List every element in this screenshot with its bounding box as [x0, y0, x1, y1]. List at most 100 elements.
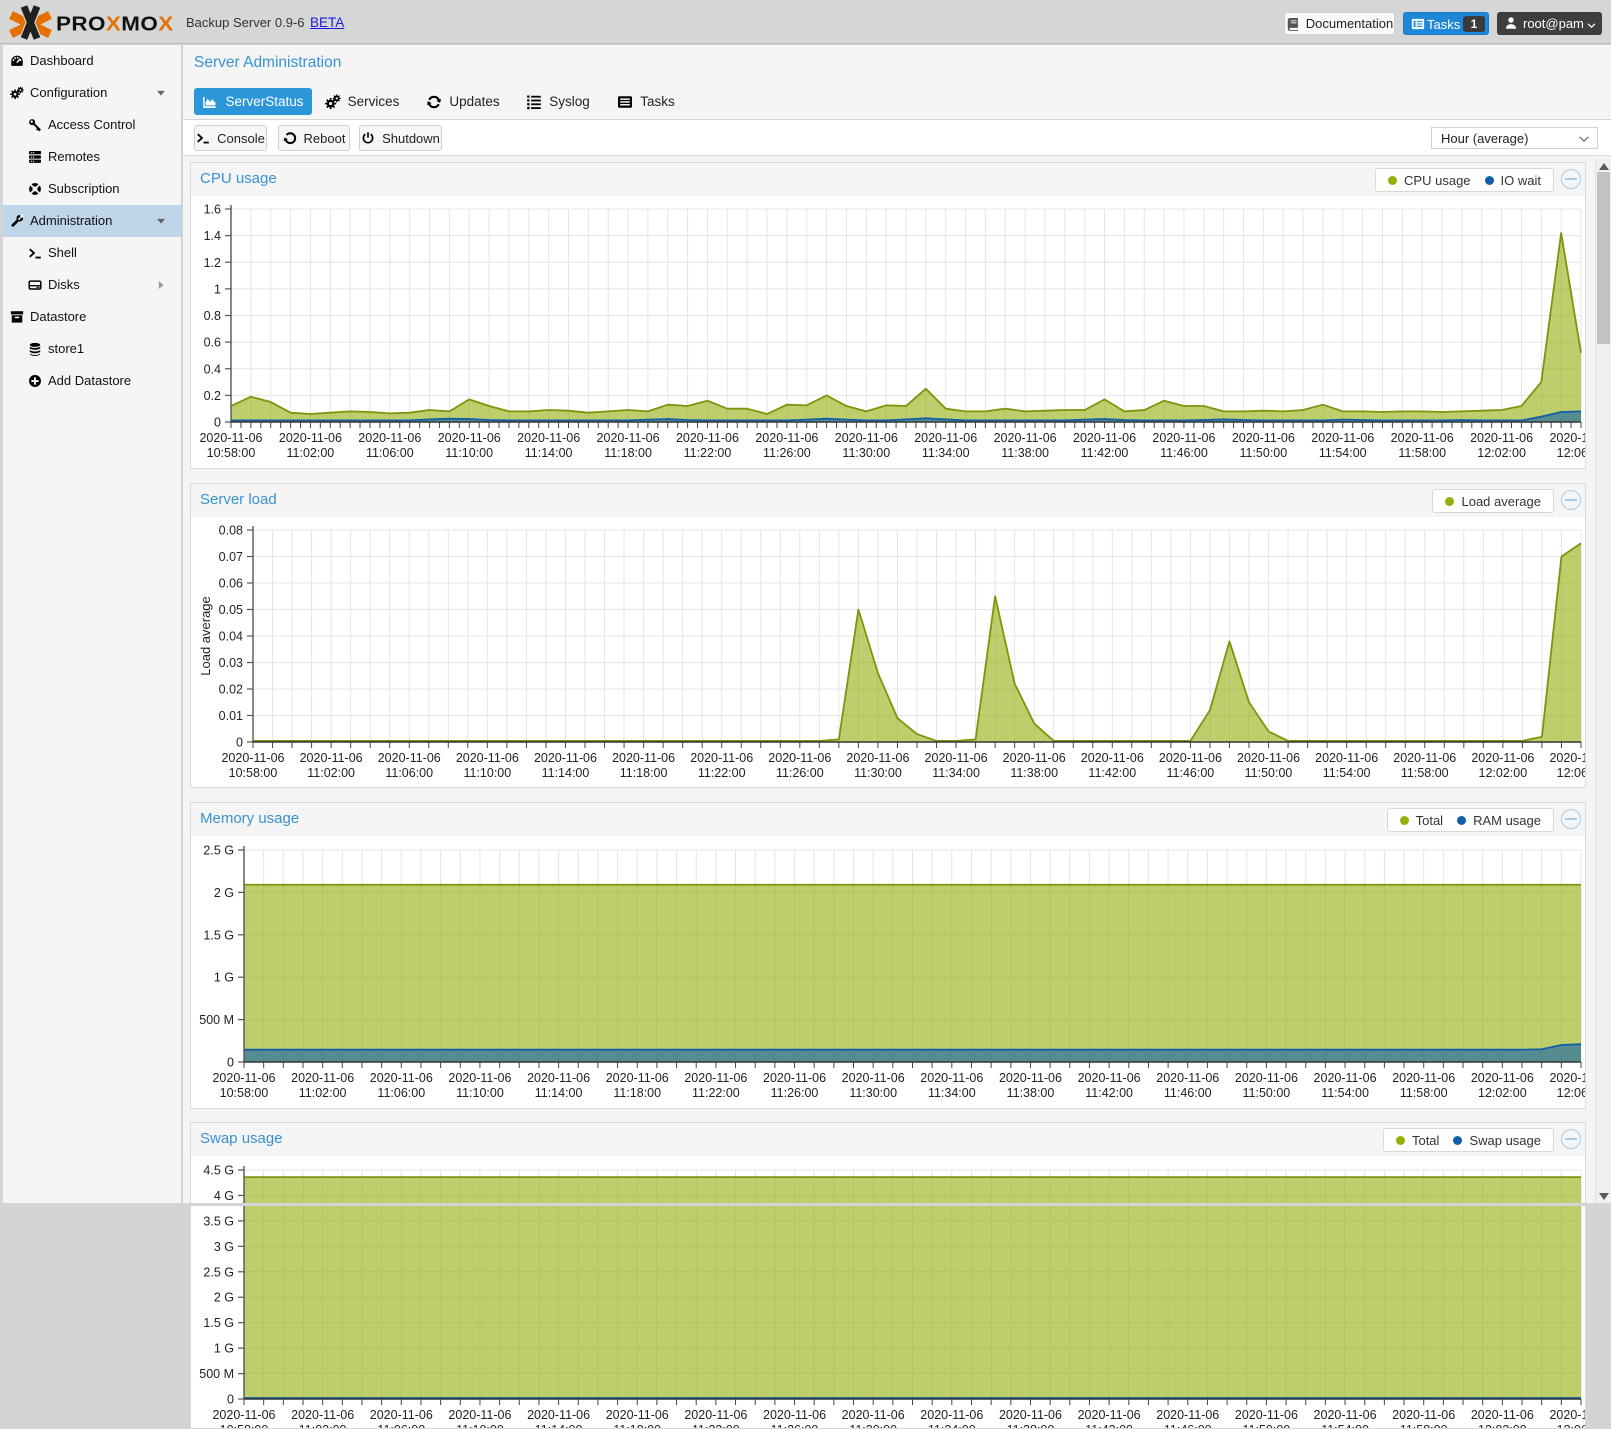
svg-text:11:54:00: 11:54:00 [1323, 766, 1371, 780]
svg-text:2020-11-06: 2020-11-06 [999, 1408, 1062, 1422]
svg-text:4.5 G: 4.5 G [203, 1164, 234, 1178]
svg-text:3.5 G: 3.5 G [203, 1214, 234, 1228]
svg-text:11:50:00: 11:50:00 [1245, 766, 1293, 780]
svg-text:2020-11-06: 2020-11-06 [221, 751, 284, 765]
svg-text:11:58:00: 11:58:00 [1398, 446, 1446, 460]
svg-text:2020-11-06: 2020-11-06 [1073, 431, 1136, 445]
svg-text:0: 0 [214, 416, 221, 430]
svg-text:11:34:00: 11:34:00 [928, 1423, 976, 1428]
svg-text:2020-11-06: 2020-11-06 [597, 431, 660, 445]
svg-text:2020-11-06: 2020-11-06 [1078, 1408, 1141, 1422]
svg-text:12:02:00: 12:02:00 [1479, 766, 1528, 780]
svg-text:11:54:00: 11:54:00 [1319, 446, 1367, 460]
svg-text:2020-11-06: 2020-11-06 [1232, 431, 1295, 445]
svg-text:2020-11-06: 2020-11-06 [1311, 431, 1374, 445]
svg-text:2020-11-06: 2020-11-06 [612, 751, 675, 765]
svg-text:2020-11-06: 2020-11-06 [212, 1408, 275, 1422]
svg-text:11:38:00: 11:38:00 [1010, 766, 1058, 780]
svg-text:2020-11-06: 2020-11-06 [378, 751, 441, 765]
svg-text:2020-11-06: 2020-11-06 [517, 431, 580, 445]
svg-text:11:02:00: 11:02:00 [307, 766, 355, 780]
svg-text:11:02:00: 11:02:00 [299, 1086, 347, 1100]
svg-text:11:50:00: 11:50:00 [1239, 446, 1287, 460]
svg-text:0.04: 0.04 [219, 630, 243, 644]
svg-text:11:26:00: 11:26:00 [771, 1423, 819, 1428]
svg-text:11:22:00: 11:22:00 [692, 1086, 740, 1100]
svg-text:11:50:00: 11:50:00 [1243, 1423, 1291, 1428]
svg-text:2020-11-06: 2020-11-06 [1235, 1408, 1298, 1422]
svg-text:2020-11-06: 2020-11-06 [448, 1408, 511, 1422]
svg-text:11:38:00: 11:38:00 [1007, 1423, 1055, 1428]
svg-text:11:42:00: 11:42:00 [1081, 446, 1129, 460]
svg-text:2020-11-06: 2020-11-06 [291, 1071, 354, 1085]
svg-text:2020-11-06: 2020-11-06 [1549, 751, 1585, 765]
svg-text:2020-11-06: 2020-11-06 [1081, 751, 1144, 765]
svg-text:2020-11-06: 2020-11-06 [994, 431, 1057, 445]
svg-text:2020-11-06: 2020-11-06 [1391, 431, 1454, 445]
svg-text:4 G: 4 G [214, 1189, 234, 1203]
svg-text:11:42:00: 11:42:00 [1088, 766, 1136, 780]
svg-text:2020-11-06: 2020-11-06 [684, 1408, 747, 1422]
svg-text:2020-11-06: 2020-11-06 [199, 431, 262, 445]
svg-text:11:06:00: 11:06:00 [385, 766, 433, 780]
svg-text:0.06: 0.06 [219, 577, 243, 591]
svg-text:11:06:00: 11:06:00 [377, 1423, 425, 1428]
svg-text:1 G: 1 G [214, 1342, 234, 1356]
svg-text:11:26:00: 11:26:00 [776, 766, 824, 780]
svg-text:0.08: 0.08 [219, 524, 243, 538]
svg-text:2020-11-06: 2020-11-06 [1549, 1408, 1585, 1422]
svg-text:11:18:00: 11:18:00 [604, 446, 652, 460]
svg-text:11:10:00: 11:10:00 [456, 1086, 504, 1100]
svg-text:11:06:00: 11:06:00 [377, 1086, 425, 1100]
svg-text:11:18:00: 11:18:00 [620, 766, 668, 780]
svg-text:2.5 G: 2.5 G [203, 1265, 234, 1279]
svg-text:11:34:00: 11:34:00 [928, 1086, 976, 1100]
svg-text:2020-11-06: 2020-11-06 [1393, 751, 1456, 765]
svg-text:11:34:00: 11:34:00 [932, 766, 980, 780]
svg-text:2020-11-06: 2020-11-06 [676, 431, 739, 445]
svg-text:11:22:00: 11:22:00 [684, 446, 732, 460]
svg-text:11:58:00: 11:58:00 [1401, 766, 1449, 780]
svg-text:0.8: 0.8 [204, 309, 221, 323]
svg-text:10:58:00: 10:58:00 [229, 766, 278, 780]
svg-text:500 M: 500 M [199, 1367, 234, 1381]
svg-text:2020-11-06: 2020-11-06 [1471, 1408, 1534, 1422]
svg-text:11:14:00: 11:14:00 [535, 1423, 583, 1428]
svg-text:2 G: 2 G [214, 1291, 234, 1305]
svg-text:2020-11-06: 2020-11-06 [763, 1408, 826, 1422]
svg-text:2020-11-06: 2020-11-06 [448, 1071, 511, 1085]
svg-text:2020-11-06: 2020-11-06 [763, 1071, 826, 1085]
svg-text:2020-11-06: 2020-11-06 [914, 431, 977, 445]
svg-text:11:14:00: 11:14:00 [535, 1086, 583, 1100]
svg-text:2020-11-06: 2020-11-06 [755, 431, 818, 445]
svg-text:2020-11-06: 2020-11-06 [920, 1071, 983, 1085]
svg-text:11:46:00: 11:46:00 [1160, 446, 1208, 460]
svg-text:12:02:00: 12:02:00 [1477, 446, 1526, 460]
svg-text:0.03: 0.03 [219, 656, 243, 670]
svg-text:10:58:00: 10:58:00 [220, 1086, 269, 1100]
svg-text:12:06:00: 12:06:00 [1557, 766, 1585, 780]
svg-text:2020-11-06: 2020-11-06 [1314, 1408, 1377, 1422]
svg-text:11:26:00: 11:26:00 [763, 446, 811, 460]
svg-text:11:14:00: 11:14:00 [542, 766, 590, 780]
svg-text:10:58:00: 10:58:00 [207, 446, 256, 460]
svg-text:0.01: 0.01 [219, 709, 243, 723]
svg-text:2020-11-06: 2020-11-06 [1471, 1071, 1534, 1085]
svg-text:2020-11-06: 2020-11-06 [846, 751, 909, 765]
svg-text:11:06:00: 11:06:00 [366, 446, 414, 460]
svg-text:2020-11-06: 2020-11-06 [1237, 751, 1300, 765]
svg-text:2020-11-06: 2020-11-06 [920, 1408, 983, 1422]
svg-text:10:58:00: 10:58:00 [220, 1423, 269, 1428]
svg-text:2020-11-06: 2020-11-06 [1470, 431, 1533, 445]
svg-text:2020-11-06: 2020-11-06 [1392, 1408, 1455, 1422]
svg-text:11:18:00: 11:18:00 [613, 1423, 661, 1428]
svg-text:2020-11-06: 2020-11-06 [690, 751, 753, 765]
svg-text:Load average: Load average [198, 596, 213, 676]
svg-text:2020-11-06: 2020-11-06 [1392, 1071, 1455, 1085]
svg-text:11:34:00: 11:34:00 [922, 446, 970, 460]
svg-text:0: 0 [227, 1056, 234, 1070]
svg-text:11:10:00: 11:10:00 [456, 1423, 504, 1428]
svg-text:2020-11-06: 2020-11-06 [684, 1071, 747, 1085]
svg-text:0.05: 0.05 [219, 603, 243, 617]
svg-text:2020-11-06: 2020-11-06 [534, 751, 597, 765]
